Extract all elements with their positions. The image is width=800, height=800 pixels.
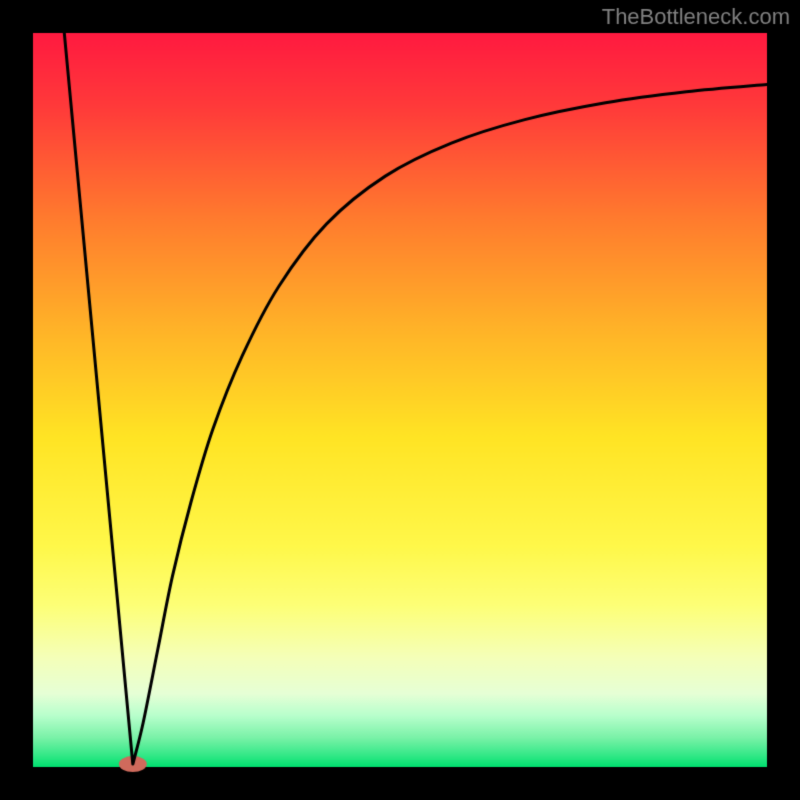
bottleneck-chart xyxy=(0,0,800,800)
